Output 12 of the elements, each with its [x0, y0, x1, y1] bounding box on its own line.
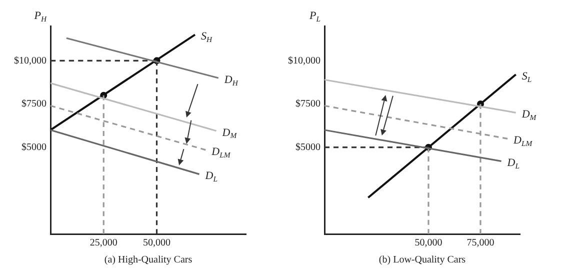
x-tick-label: 50,000	[143, 238, 170, 249]
y-tick-label: $10,000	[288, 55, 320, 66]
x-tick-label: 25,000	[90, 238, 118, 249]
y-tick-label: $5000	[296, 142, 320, 153]
x-axis-title: (b) Low-Quality Cars	[378, 254, 466, 266]
y-tick-label: $7500	[22, 98, 46, 110]
y-tick-label: $7500	[296, 98, 320, 110]
x-tick-label: 50,000	[414, 238, 442, 249]
x-tick-label: 75,000	[466, 238, 494, 249]
x-axis-title: (a) High-Quality Cars	[104, 254, 192, 266]
y-tick-label: $5000	[22, 142, 46, 153]
y-tick-label: $10,000	[14, 55, 46, 66]
